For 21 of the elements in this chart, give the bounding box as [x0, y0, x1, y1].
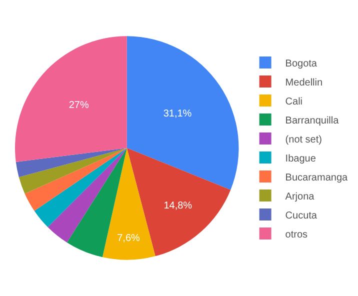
pie-slice — [126, 36, 239, 190]
legend-label: Cali — [285, 96, 303, 108]
legend-label: Medellin — [285, 77, 323, 88]
legend-label: Bogota — [285, 58, 318, 70]
pie-slice — [24, 148, 127, 211]
pie-slice — [15, 36, 127, 162]
legend-label: Arjona — [285, 191, 315, 202]
legend-label: otros — [285, 229, 308, 240]
data-label: 27% — [68, 100, 89, 112]
legend-label: Cucuta — [285, 210, 318, 222]
pie-slice — [18, 148, 127, 194]
legend-label: Barranquilla — [285, 115, 340, 126]
pie-slice — [16, 148, 127, 178]
data-label: 31,1% — [163, 108, 192, 120]
pie-slice — [102, 148, 156, 260]
legend-label: (not set) — [285, 134, 322, 146]
data-label: 7,6% — [117, 232, 140, 244]
legend-label: Bucaramanga — [285, 172, 348, 184]
legend-label: Ibague — [285, 153, 316, 164]
data-label: 14,8% — [164, 200, 192, 212]
pie-slice — [34, 148, 127, 228]
